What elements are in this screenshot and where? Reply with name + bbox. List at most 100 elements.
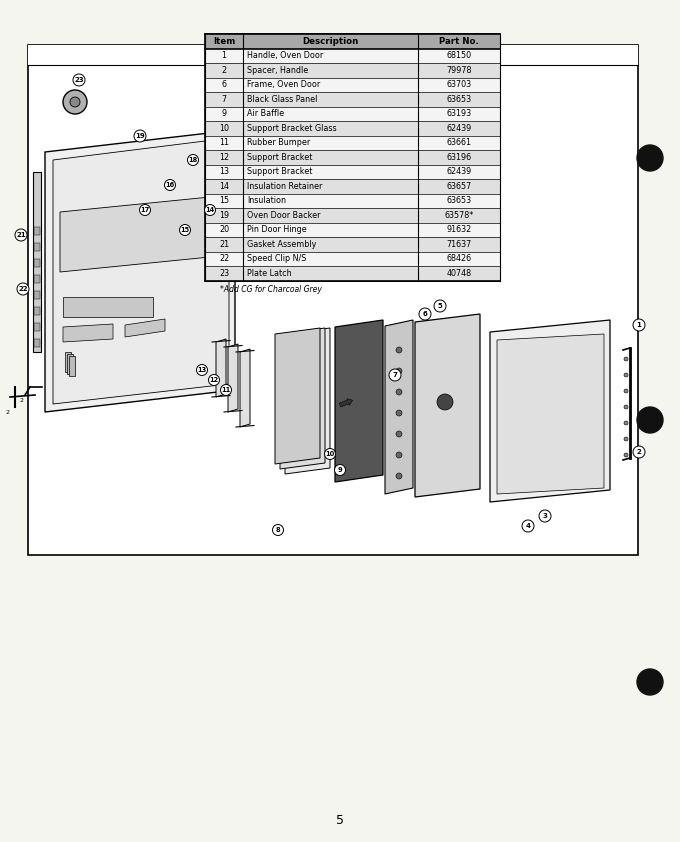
Text: Support Bracket Glass: Support Bracket Glass [247,124,337,133]
Bar [34,323,40,331]
Bar [205,252,500,266]
Circle shape [205,205,216,216]
Text: 13: 13 [219,168,229,176]
Circle shape [165,179,175,190]
Circle shape [624,437,628,441]
Circle shape [624,405,628,409]
Circle shape [624,357,628,361]
Circle shape [434,300,446,312]
Text: Black Glass Panel: Black Glass Panel [247,95,318,104]
Text: 63196: 63196 [447,152,471,162]
Bar [205,92,500,106]
Bar [205,121,500,136]
Text: 62439: 62439 [446,168,472,176]
Text: 15: 15 [219,196,229,205]
Circle shape [522,520,534,532]
Text: 11: 11 [222,387,231,393]
Polygon shape [335,320,383,482]
Text: Support Bracket: Support Bracket [247,168,312,176]
Circle shape [70,97,80,107]
Text: 7: 7 [392,372,397,378]
Circle shape [197,365,207,376]
Bar [205,77,500,92]
Polygon shape [275,328,320,464]
Bar [34,339,40,347]
Text: 6: 6 [222,80,226,89]
Polygon shape [240,349,250,427]
Bar [205,237,500,252]
Bar [34,275,40,283]
Circle shape [324,449,335,460]
Text: 2: 2 [636,449,641,455]
Circle shape [73,74,85,86]
Polygon shape [497,334,604,494]
Text: Spacer, Handle: Spacer, Handle [247,66,308,75]
Text: 22: 22 [18,286,28,292]
Text: 16: 16 [165,182,175,188]
Polygon shape [45,130,235,412]
Bar [28,45,638,65]
Text: 20: 20 [219,226,229,234]
Text: 1: 1 [636,322,641,328]
Polygon shape [63,324,113,342]
Polygon shape [216,339,226,397]
Circle shape [396,452,402,458]
Text: 11: 11 [219,138,229,147]
Text: 2: 2 [6,411,10,415]
Circle shape [396,473,402,479]
Text: 18: 18 [188,157,198,163]
Text: 63657: 63657 [446,182,472,191]
Text: Description: Description [303,37,358,45]
Text: 3: 3 [543,513,547,519]
Bar [205,194,500,208]
Circle shape [419,308,431,320]
Bar [205,150,500,164]
Text: 21: 21 [16,232,26,238]
Text: 15: 15 [180,227,190,233]
Text: Pin Door Hinge: Pin Door Hinge [247,226,307,234]
Text: Handle, Oven Door: Handle, Oven Door [247,51,323,61]
Text: Part No.: Part No. [439,37,479,45]
Polygon shape [60,197,210,272]
Bar [65,352,71,372]
Text: 63703: 63703 [447,80,471,89]
Circle shape [637,669,663,695]
Text: 63661: 63661 [447,138,471,147]
Text: Frame, Oven Door: Frame, Oven Door [247,80,320,89]
Circle shape [188,154,199,166]
Text: Rubber Bumper: Rubber Bumper [247,138,310,147]
Bar [34,291,40,299]
Text: 19: 19 [135,133,145,139]
Circle shape [633,446,645,458]
Bar [205,164,500,179]
Text: 40748: 40748 [447,269,471,278]
Bar [205,49,500,63]
Bar [205,222,500,237]
Bar [205,34,500,49]
Text: 14: 14 [205,207,215,213]
Text: 19: 19 [219,210,229,220]
Text: 71637: 71637 [446,240,472,248]
Text: Air Baffle: Air Baffle [247,109,284,118]
Bar [28,45,638,555]
Text: 68150: 68150 [447,51,471,61]
Text: Gasket Assembly: Gasket Assembly [247,240,316,248]
Text: 21: 21 [219,240,229,248]
Polygon shape [385,320,413,494]
Text: 5: 5 [336,813,344,827]
Circle shape [139,205,150,216]
Bar [205,179,500,194]
Bar [205,106,500,121]
Text: 5: 5 [438,303,443,309]
Text: 9: 9 [222,109,226,118]
Circle shape [335,465,345,476]
Text: 2: 2 [222,66,226,75]
Polygon shape [228,344,238,412]
Bar [205,34,500,280]
Bar [34,227,40,235]
Bar [34,243,40,251]
Polygon shape [53,138,229,404]
Bar [67,354,73,374]
Circle shape [637,145,663,171]
Text: 2: 2 [20,398,24,403]
